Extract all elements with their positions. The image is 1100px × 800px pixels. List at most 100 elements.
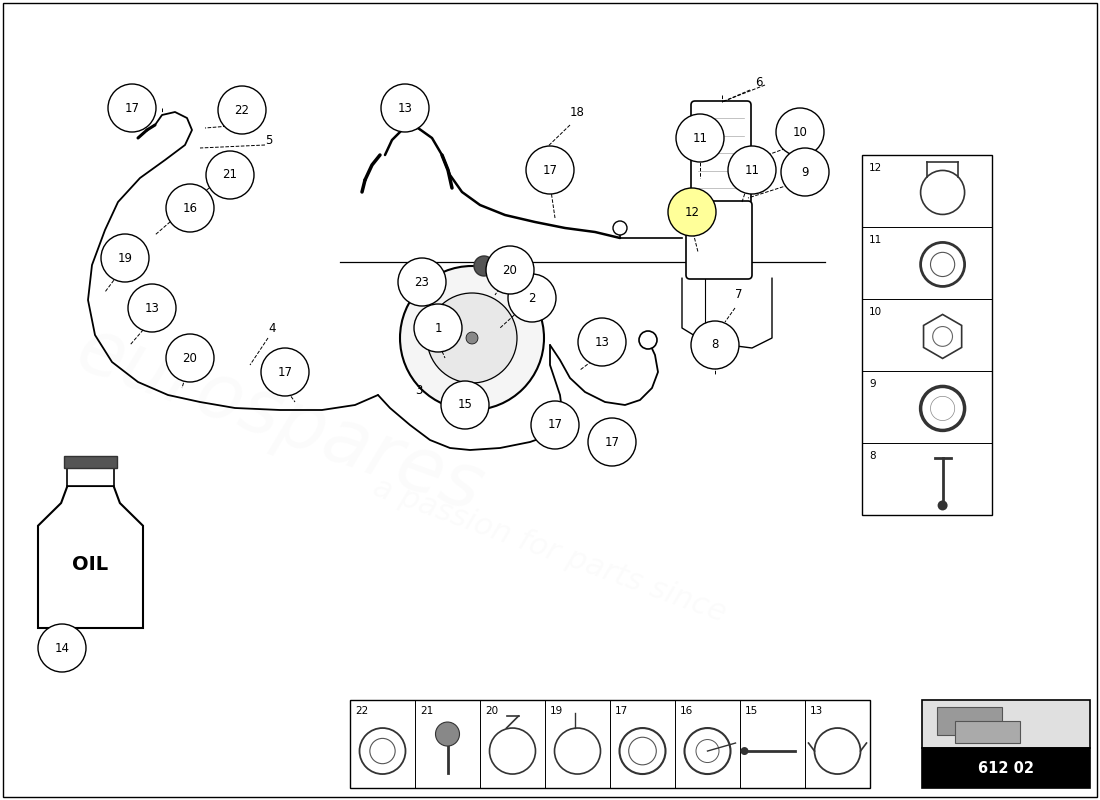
Text: 20: 20 <box>503 263 517 277</box>
Text: 2: 2 <box>528 291 536 305</box>
Text: 15: 15 <box>458 398 472 411</box>
Text: 17: 17 <box>277 366 293 378</box>
Text: 11: 11 <box>869 235 882 245</box>
Circle shape <box>490 728 536 774</box>
FancyBboxPatch shape <box>686 201 752 279</box>
Text: 16: 16 <box>680 706 693 716</box>
Text: 17: 17 <box>548 418 562 431</box>
Text: 612 02: 612 02 <box>978 761 1034 776</box>
Circle shape <box>486 246 534 294</box>
Circle shape <box>508 274 556 322</box>
Circle shape <box>128 284 176 332</box>
Circle shape <box>814 728 860 774</box>
Text: 19: 19 <box>118 251 132 265</box>
Circle shape <box>218 86 266 134</box>
Text: 13: 13 <box>397 102 412 114</box>
Circle shape <box>696 739 719 762</box>
Circle shape <box>360 728 406 774</box>
Circle shape <box>676 114 724 162</box>
Circle shape <box>466 332 478 344</box>
Text: 22: 22 <box>234 103 250 117</box>
Circle shape <box>531 401 579 449</box>
Text: 9: 9 <box>869 379 876 389</box>
Text: 12: 12 <box>869 163 882 173</box>
Circle shape <box>728 146 776 194</box>
Bar <box>350 700 870 788</box>
Circle shape <box>101 234 148 282</box>
Text: 11: 11 <box>693 131 707 145</box>
Text: 13: 13 <box>144 302 159 314</box>
Bar <box>922 749 1090 788</box>
Circle shape <box>206 151 254 199</box>
Text: 7: 7 <box>735 289 743 302</box>
Text: 21: 21 <box>222 169 238 182</box>
Circle shape <box>781 148 829 196</box>
FancyBboxPatch shape <box>691 101 751 204</box>
Text: 8: 8 <box>712 338 718 351</box>
Text: 3: 3 <box>415 383 422 397</box>
Text: 1: 1 <box>434 322 442 334</box>
Circle shape <box>931 252 955 277</box>
Circle shape <box>441 381 490 429</box>
Text: 17: 17 <box>124 102 140 114</box>
Text: a passion for parts since: a passion for parts since <box>370 473 730 627</box>
Text: 18: 18 <box>570 106 585 118</box>
Circle shape <box>937 501 947 510</box>
Circle shape <box>436 722 460 746</box>
Text: 11: 11 <box>745 163 759 177</box>
Text: 8: 8 <box>869 451 876 461</box>
Circle shape <box>740 747 748 755</box>
Circle shape <box>629 738 657 765</box>
Bar <box>64 456 117 468</box>
Text: 20: 20 <box>183 351 197 365</box>
Text: 16: 16 <box>183 202 198 214</box>
Polygon shape <box>924 314 961 358</box>
Bar <box>937 707 1002 735</box>
Circle shape <box>400 266 544 410</box>
Circle shape <box>166 334 214 382</box>
Text: 20: 20 <box>485 706 498 716</box>
Polygon shape <box>39 486 143 628</box>
Bar <box>862 155 992 515</box>
Circle shape <box>398 258 446 306</box>
Text: 5: 5 <box>265 134 273 146</box>
Circle shape <box>921 170 965 214</box>
Circle shape <box>691 321 739 369</box>
Text: 17: 17 <box>542 163 558 177</box>
Circle shape <box>933 326 953 346</box>
Bar <box>67 468 113 486</box>
Text: 9: 9 <box>801 166 808 178</box>
Circle shape <box>619 728 666 774</box>
Bar <box>922 700 1090 749</box>
Text: 13: 13 <box>595 335 609 349</box>
Text: 10: 10 <box>793 126 807 138</box>
Text: 10: 10 <box>869 307 882 317</box>
Text: 13: 13 <box>810 706 823 716</box>
Circle shape <box>474 256 494 276</box>
Circle shape <box>578 318 626 366</box>
Circle shape <box>921 386 965 430</box>
Text: 23: 23 <box>415 275 429 289</box>
Circle shape <box>588 418 636 466</box>
Bar <box>955 722 1020 743</box>
Text: 6: 6 <box>755 75 762 89</box>
Text: 4: 4 <box>268 322 275 334</box>
Circle shape <box>414 304 462 352</box>
Text: 17: 17 <box>615 706 628 716</box>
Text: 19: 19 <box>550 706 563 716</box>
Circle shape <box>39 624 86 672</box>
Circle shape <box>381 84 429 132</box>
Circle shape <box>427 293 517 383</box>
Text: OIL: OIL <box>73 554 109 574</box>
Circle shape <box>668 188 716 236</box>
Circle shape <box>554 728 601 774</box>
Circle shape <box>526 146 574 194</box>
Text: 15: 15 <box>745 706 758 716</box>
Text: 22: 22 <box>355 706 368 716</box>
Text: 14: 14 <box>55 642 69 654</box>
Circle shape <box>684 728 730 774</box>
Circle shape <box>108 84 156 132</box>
Circle shape <box>261 348 309 396</box>
Text: 12: 12 <box>684 206 700 218</box>
Circle shape <box>613 221 627 235</box>
